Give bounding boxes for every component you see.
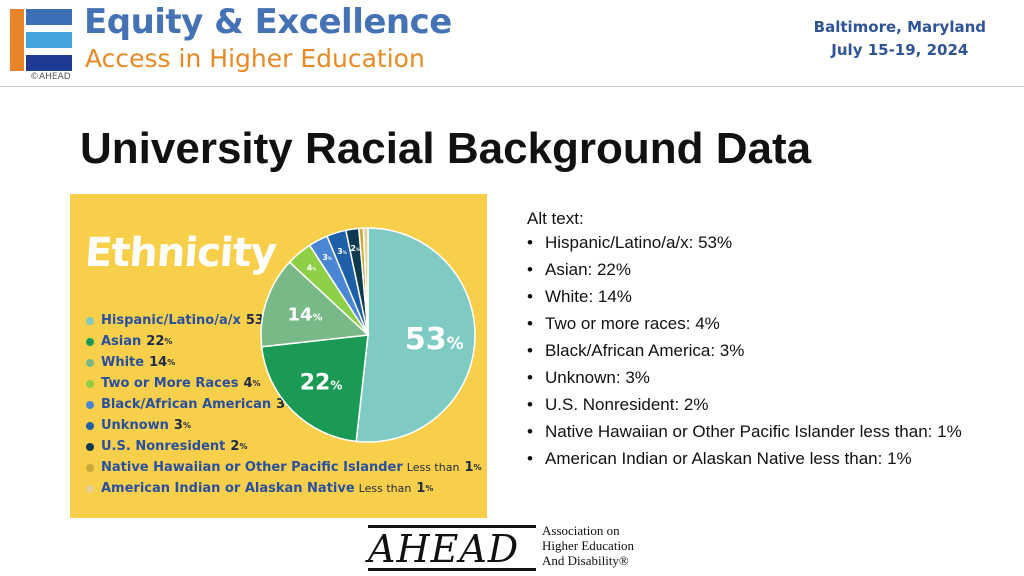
legend-value: 2: [230, 439, 240, 454]
logo-rule-top: [368, 525, 536, 528]
legend-swatch: [86, 316, 94, 325]
header-divider: [0, 86, 1024, 87]
copyright-label: ©AHEAD: [30, 72, 71, 82]
legend-value: 4: [243, 376, 253, 391]
alt-text-item: Black/African America: 3%: [527, 342, 967, 359]
chart-legend: Hispanic/Latino/a/x53%Asian22%White14%Tw…: [86, 310, 482, 499]
org-line-3: And Disability®: [542, 553, 634, 568]
page-title: University Racial Background Data: [80, 124, 812, 173]
legend-swatch: [86, 442, 94, 451]
legend-value: 14: [149, 355, 168, 370]
legend-value: 1: [416, 481, 426, 496]
registered-mark: ®: [618, 553, 629, 568]
legend-swatch: [86, 421, 94, 430]
legend-value: 3: [276, 397, 286, 412]
alt-text-list: Hispanic/Latino/a/x: 53% Asian: 22% White:…: [527, 234, 967, 467]
pie-chart: 53%22%14%4%3%3% 2%: [260, 227, 476, 443]
legend-value: 22: [146, 334, 165, 349]
alt-text-item: Two or more races: 4%: [527, 315, 967, 332]
legend-label: U.S. Nonresident: [101, 439, 226, 454]
legend-percent-sign: %: [182, 421, 191, 430]
legend-percent-sign: %: [473, 463, 482, 472]
legend-label: American Indian or Alaskan Native: [101, 481, 355, 496]
event-info: Baltimore, Maryland July 15-19, 2024: [814, 16, 986, 62]
legend-item: White 14%: [86, 352, 482, 373]
org-acronym: AHEAD: [368, 527, 520, 571]
legend-swatch: [86, 379, 94, 388]
legend-qualifier: Less than: [358, 482, 412, 495]
alt-text-heading: Alt text:: [527, 209, 584, 228]
legend-swatch: [86, 484, 94, 493]
ahead-logo-mark: [10, 9, 72, 71]
legend-label: Native Hawaiian or Other Pacific Islande…: [101, 460, 403, 475]
alt-text-item: American Indian or Alaskan Native less t…: [527, 450, 967, 467]
legend-item: Asian 22%: [86, 331, 482, 352]
legend-label: Black/African American: [101, 397, 272, 412]
legend-percent-sign: %: [425, 484, 434, 493]
logo-bar-blue: [26, 9, 72, 25]
event-dates: July 15-19, 2024: [831, 41, 969, 59]
legend-item: American Indian or Alaskan Native Less th…: [86, 478, 482, 499]
pie-data-label: 3%: [337, 247, 347, 256]
legend-qualifier: Less than: [406, 461, 460, 474]
legend-value: 53: [245, 313, 264, 328]
pie-data-label: 4%: [307, 264, 317, 273]
legend-item: Two or More Races 4%: [86, 373, 482, 394]
org-line-1: Association on: [542, 523, 620, 538]
legend-label: Two or More Races: [101, 376, 239, 391]
legend-label: White: [101, 355, 145, 370]
pie-slice: [260, 334, 369, 443]
alt-text-item: White: 14%: [527, 288, 967, 305]
logo-bar-orange: [10, 9, 24, 71]
alt-text-item: Asian: 22%: [527, 261, 967, 278]
pie-data-label: 2%: [350, 244, 360, 253]
logo-bar-lightblue: [26, 32, 72, 48]
logo-rule-bottom: [368, 568, 536, 571]
alt-text-item: U.S. Nonresident: 2%: [527, 396, 967, 413]
legend-value: 3: [173, 418, 183, 433]
alt-text-item: Native Hawaiian or Other Pacific Islande…: [527, 423, 967, 440]
alt-text-item: Hispanic/Latino/a/x: 53%: [527, 234, 967, 251]
legend-label: Hispanic/Latino/a/x: [101, 313, 241, 328]
org-line-2: Higher Education: [542, 538, 635, 553]
ethnicity-infographic: Ethnicity Hispanic/Latino/a/x53%Asian22%…: [70, 194, 487, 518]
legend-item: Native Hawaiian or Other Pacific Islande…: [86, 457, 482, 478]
brand-title: Equity & Excellence: [84, 2, 452, 42]
legend-swatch: [86, 400, 94, 409]
legend-percent-sign: %: [239, 442, 248, 451]
legend-label: Unknown: [101, 418, 169, 433]
org-name: Association on Higher Education And Disa…: [542, 523, 634, 568]
alt-text-panel: Alt text: Hispanic/Latino/a/x: 53% Asian:…: [527, 208, 967, 478]
ahead-footer-logo: AHEAD Association on Higher Education An…: [368, 523, 668, 573]
brand-subtitle: Access in Higher Education: [85, 44, 425, 73]
pie-data-label: 3%: [322, 253, 332, 262]
legend-item: U.S. Nonresident 2%: [86, 436, 482, 457]
pie-slice: [355, 227, 476, 443]
org-line-3-text: And Disability: [542, 553, 619, 568]
legend-swatch: [86, 463, 94, 472]
legend-swatch: [86, 337, 94, 346]
legend-label: Asian: [101, 334, 142, 349]
alt-text-item: Unknown: 3%: [527, 369, 967, 386]
legend-value: 1: [464, 460, 474, 475]
pie-slice: [362, 227, 369, 336]
event-location: Baltimore, Maryland: [813, 18, 986, 36]
legend-percent-sign: %: [164, 337, 173, 346]
legend-percent-sign: %: [252, 379, 261, 388]
legend-swatch: [86, 358, 94, 367]
legend-item: Unknown 3%: [86, 415, 482, 436]
logo-bar-navy: [26, 55, 72, 71]
legend-percent-sign: %: [167, 358, 176, 367]
pie-slice: [260, 261, 370, 348]
